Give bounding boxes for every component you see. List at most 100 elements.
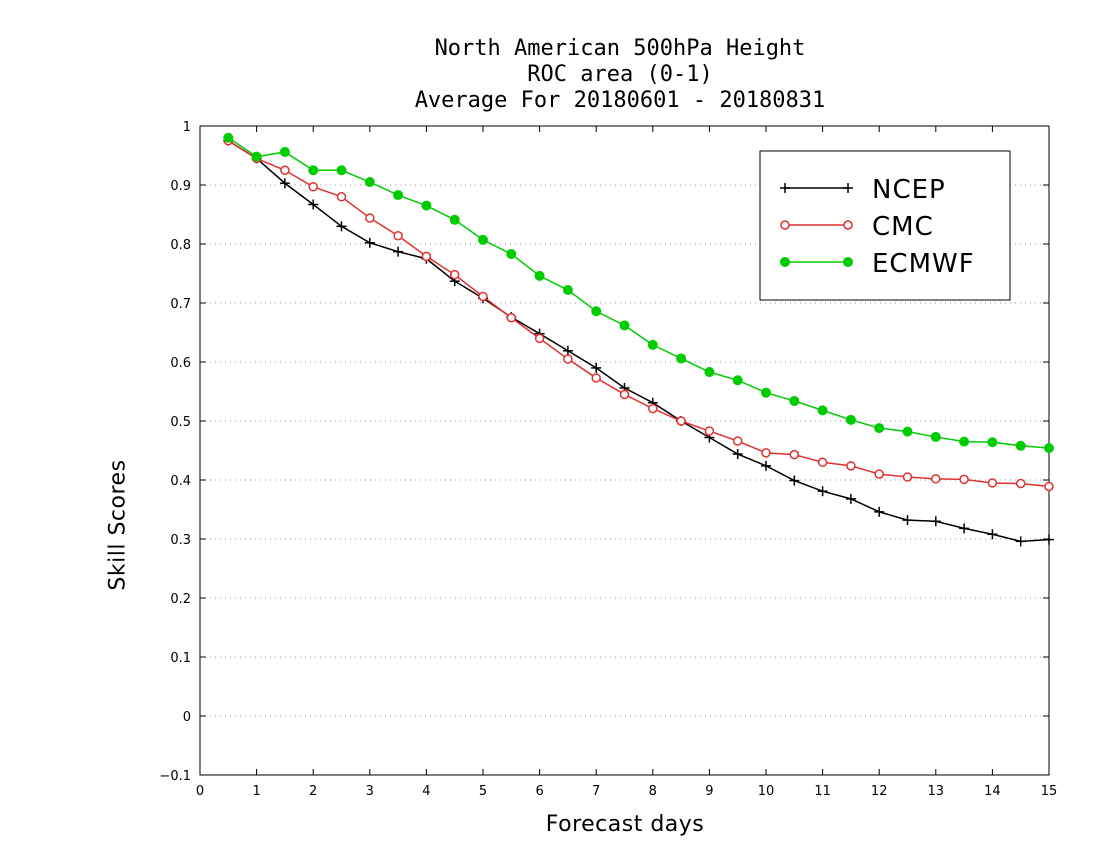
data-point: [308, 165, 319, 176]
chart-title-line-2: ROC area (0-1): [527, 62, 713, 87]
y-tick-label: 0.4: [170, 474, 191, 489]
data-point: [789, 395, 800, 406]
data-point: [421, 251, 432, 262]
data-point: [931, 474, 941, 484]
data-point: [1044, 443, 1054, 454]
series-layer: [223, 132, 1054, 547]
y-tick-label: 0.8: [170, 238, 191, 253]
data-point: [843, 220, 853, 230]
data-point: [619, 320, 630, 331]
data-point: [761, 387, 771, 398]
legend: NCEP CMC ECMWF: [759, 150, 1011, 301]
data-point: [365, 213, 375, 223]
data-point: [780, 257, 790, 267]
legend-item-cmc: CMC: [780, 212, 934, 242]
y-tick-label: 0.3: [170, 533, 191, 548]
data-point: [874, 469, 884, 479]
x-tick-label: 10: [758, 784, 775, 799]
data-point: [1015, 440, 1026, 451]
axis-ticks: −0.100.10.20.30.40.50.60.70.80.910 1 2 3 4 5 6…: [159, 120, 1057, 799]
x-tick-label: 14: [984, 784, 1001, 799]
data-point: [676, 353, 687, 364]
data-point: [902, 472, 913, 482]
data-point: [930, 431, 941, 442]
data-point: [393, 230, 403, 241]
x-axis-label: Forecast days: [545, 812, 705, 837]
data-point: [534, 270, 545, 281]
data-point: [308, 182, 318, 192]
data-point: [1044, 481, 1054, 492]
data-point: [817, 457, 828, 468]
data-point: [619, 389, 630, 400]
data-point: [987, 478, 998, 488]
data-point: [478, 291, 488, 302]
y-tick-label: 0: [183, 710, 191, 725]
data-point: [364, 177, 375, 188]
x-tick-label: 4: [422, 784, 430, 799]
series-cmc: [223, 136, 1054, 492]
x-tick-label: 7: [592, 784, 600, 799]
legend-item-ecmwf: ECMWF: [780, 249, 975, 279]
data-point: [843, 257, 853, 267]
data-point: [534, 333, 545, 344]
x-tick-label: 0: [196, 784, 204, 799]
data-point: [393, 190, 404, 201]
y-tick-label: 0.5: [170, 415, 191, 430]
legend-label: ECMWF: [872, 249, 975, 279]
data-point: [704, 367, 715, 378]
data-point: [449, 214, 460, 225]
x-tick-label: 1: [252, 784, 260, 799]
y-tick-label: 0.1: [170, 651, 191, 666]
data-point: [959, 474, 969, 485]
x-tick-label: 6: [535, 784, 543, 799]
data-point: [902, 426, 913, 437]
legend-label: CMC: [872, 212, 934, 242]
y-tick-label: 0.9: [170, 179, 191, 194]
data-point: [478, 234, 488, 245]
data-point: [591, 373, 601, 383]
data-point: [789, 449, 800, 460]
data-point: [336, 192, 347, 202]
y-axis-label: Skill Scores: [105, 459, 131, 591]
data-point: [336, 165, 347, 176]
data-point: [251, 151, 262, 162]
data-point: [846, 461, 856, 471]
data-point: [506, 249, 517, 260]
legend-label: NCEP: [872, 175, 946, 205]
data-point: [761, 448, 771, 458]
data-point: [732, 436, 743, 446]
data-point: [1015, 478, 1026, 489]
data-point: [506, 313, 517, 323]
x-tick-label: 15: [1041, 784, 1058, 799]
data-point: [959, 436, 970, 447]
x-tick-label: 11: [814, 784, 831, 799]
x-tick-label: 5: [479, 784, 487, 799]
y-tick-label: 0.7: [170, 297, 191, 312]
x-tick-label: 2: [309, 784, 317, 799]
chart-title-line-1: North American 500hPa Height: [434, 36, 806, 61]
x-tick-label: 13: [928, 784, 945, 799]
data-point: [648, 403, 658, 414]
x-tick-label: 3: [366, 784, 374, 799]
data-point: [647, 339, 658, 350]
data-point: [223, 132, 234, 143]
x-tick-label: 9: [705, 784, 713, 799]
x-tick-label: 12: [871, 784, 888, 799]
y-tick-label: 0.2: [170, 592, 191, 607]
data-point: [845, 414, 856, 425]
data-point: [591, 306, 602, 317]
data-point: [279, 146, 290, 157]
data-point: [780, 220, 790, 230]
data-point: [874, 423, 885, 434]
series-ecmwf: [223, 132, 1054, 454]
y-tick-label: 0.6: [170, 356, 191, 371]
data-point: [732, 375, 743, 386]
data-point: [449, 269, 460, 280]
legend-item-ncep: NCEP: [780, 175, 946, 205]
data-point: [562, 285, 573, 296]
chart-title-line-3: Average For 20180601 - 20180831: [414, 88, 826, 113]
data-point: [421, 200, 432, 211]
data-point: [676, 416, 686, 426]
data-point: [563, 354, 573, 364]
